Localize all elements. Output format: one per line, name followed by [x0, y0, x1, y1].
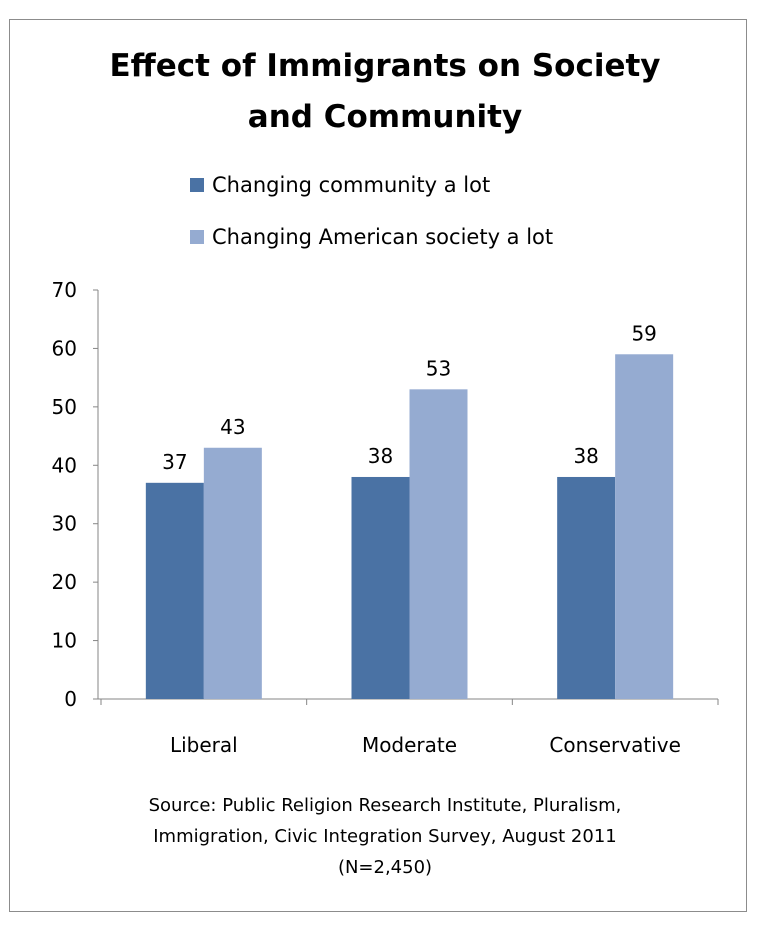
y-tick-label: 0	[64, 687, 77, 711]
chart-title-line-1: Effect of Immigrants on Society	[109, 48, 661, 84]
data-label: 38	[573, 444, 598, 468]
legend-swatch-community	[190, 178, 204, 192]
y-tick-label: 30	[52, 512, 77, 536]
y-tick-label: 70	[52, 278, 77, 302]
legend-label-society: Changing American society a lot	[212, 225, 554, 249]
legend-swatch-society	[190, 230, 204, 244]
data-label: 43	[220, 415, 245, 439]
legend-item-society: Changing American society a lot	[190, 222, 553, 252]
legend-item-community: Changing community a lot	[190, 170, 490, 200]
x-category-label: Moderate	[362, 733, 457, 757]
bar	[145, 482, 204, 699]
bar	[615, 354, 674, 699]
data-label: 38	[368, 444, 393, 468]
bar	[409, 389, 468, 699]
legend-label-community: Changing community a lot	[212, 173, 491, 197]
bar	[557, 476, 616, 699]
source-line-2: Immigration, Civic Integration Survey, A…	[153, 826, 617, 847]
y-tick-label: 50	[52, 395, 77, 419]
y-tick-label: 40	[52, 453, 77, 477]
source-line-3: (N=2,450)	[337, 857, 433, 878]
data-label: 37	[162, 450, 187, 474]
bar	[203, 447, 262, 699]
chart-title-line-2: and Community	[247, 99, 523, 135]
x-category-label: Liberal	[170, 733, 238, 757]
y-tick-label: 60	[52, 336, 77, 360]
data-label: 59	[631, 321, 656, 345]
bar	[351, 476, 410, 699]
y-tick-label: 10	[52, 629, 77, 653]
source-line-1: Source: Public Religion Research Institu…	[148, 795, 622, 816]
data-label: 53	[426, 356, 451, 380]
y-tick-label: 20	[52, 570, 77, 594]
x-category-label: Conservative	[549, 733, 680, 757]
